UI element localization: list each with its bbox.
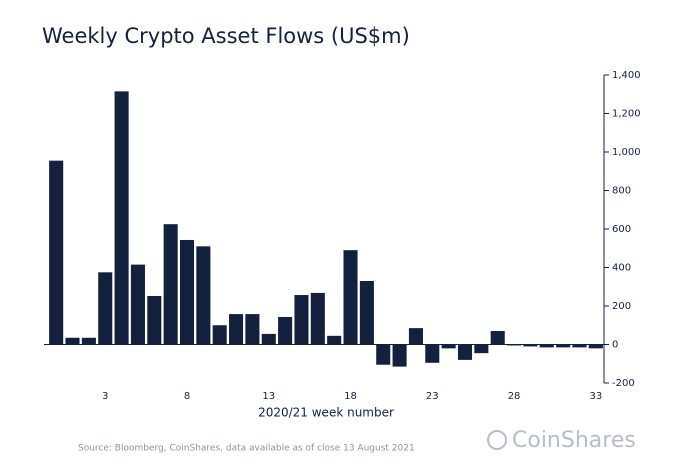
y-tick-label: 800: [612, 186, 631, 197]
bar: [376, 344, 391, 365]
bar: [588, 344, 603, 349]
y-tick-label: 600: [612, 224, 631, 235]
bar: [359, 280, 374, 345]
bar: [556, 344, 571, 348]
bar: [294, 295, 309, 345]
bar: [392, 344, 407, 367]
y-tick-label: 1,400: [612, 70, 641, 81]
bar: [49, 160, 64, 345]
bar: [147, 295, 162, 345]
bar: [539, 344, 554, 348]
bar: [261, 333, 276, 345]
bar: [327, 335, 342, 345]
bar: [81, 337, 96, 345]
bar: [490, 331, 505, 345]
bar: [343, 250, 358, 345]
x-tick-label: 13: [262, 391, 275, 402]
bar: [65, 337, 80, 345]
y-tick-label: 0: [612, 340, 618, 351]
bar: [310, 292, 325, 345]
logo: CoinShares: [512, 428, 636, 453]
bar: [114, 91, 129, 345]
source-note: Source: Bloomberg, CoinShares, data avai…: [78, 444, 415, 454]
y-tick-label: -200: [612, 378, 635, 389]
bar: [212, 325, 227, 345]
bar: [229, 314, 244, 345]
x-axis-label: 2020/21 week number: [258, 406, 394, 420]
bar: [572, 344, 587, 348]
x-tick-label: 23: [426, 391, 439, 402]
y-tick-label: 200: [612, 301, 631, 312]
logo-icon: [487, 430, 507, 450]
bar: [163, 224, 178, 345]
bar: [278, 316, 293, 345]
x-tick-label: 8: [184, 391, 190, 402]
bar: [474, 344, 489, 354]
bar: [457, 344, 473, 360]
y-tick-label: 400: [612, 263, 631, 274]
bar: [245, 314, 260, 345]
bar: [425, 344, 440, 363]
bar: [196, 246, 211, 345]
y-tick-label: 1,200: [612, 109, 641, 120]
y-tick-label: 1,000: [612, 147, 641, 158]
x-tick-label: 3: [102, 391, 108, 402]
bar: [98, 272, 113, 345]
bar: [179, 239, 195, 345]
bar: [130, 264, 145, 345]
x-tick-label: 28: [508, 391, 521, 402]
bar: [408, 328, 423, 345]
bar: [523, 344, 538, 347]
x-tick-label: 33: [589, 391, 602, 402]
bar: [441, 344, 456, 349]
x-tick-label: 18: [344, 391, 357, 402]
chart-title: Weekly Crypto Asset Flows (US$m): [42, 24, 410, 48]
